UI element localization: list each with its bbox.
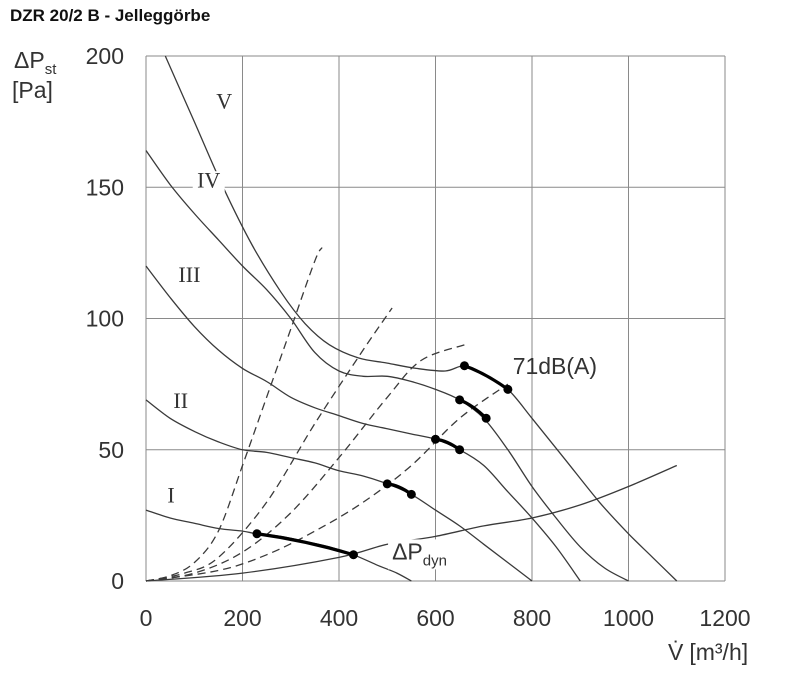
system-curve-dashed bbox=[145, 247, 323, 582]
x-tick-label: 0 bbox=[140, 605, 153, 631]
noise-point bbox=[481, 413, 491, 423]
noise-point bbox=[503, 384, 513, 394]
curve-label-ii: II bbox=[173, 388, 188, 413]
curve-label-v: V bbox=[216, 89, 232, 114]
label-background bbox=[192, 171, 225, 194]
system-curve-dashed bbox=[145, 307, 393, 582]
label-background bbox=[388, 539, 467, 570]
x-tick-label: 800 bbox=[513, 605, 551, 631]
label-background bbox=[173, 265, 206, 288]
ticks: 0 200 400 600 800 1000 1200 0 50 100 150 200 bbox=[86, 43, 751, 631]
page-title: DZR 20/2 B - Jelleggörbe bbox=[10, 6, 211, 25]
x-tick-label: 1000 bbox=[603, 605, 654, 631]
dynamic-pressure-label: ΔPdyn bbox=[392, 538, 447, 569]
curve-iii bbox=[145, 265, 581, 582]
y-tick-label: 150 bbox=[86, 174, 124, 200]
noise-label: 71dB(A) bbox=[513, 353, 597, 379]
markers bbox=[252, 361, 513, 560]
y-tick-label: 200 bbox=[86, 43, 124, 69]
noise-point bbox=[348, 550, 358, 560]
curve-i bbox=[145, 509, 412, 582]
noise-point bbox=[431, 434, 440, 444]
y-axis-label: ΔPst bbox=[14, 47, 57, 78]
noise-segment bbox=[256, 532, 354, 557]
x-tick-label: 200 bbox=[223, 605, 261, 631]
curve-iv bbox=[145, 150, 629, 582]
curve-label-iii: III bbox=[178, 262, 200, 287]
curve-label-i: I bbox=[167, 482, 174, 507]
noise-point bbox=[252, 529, 262, 539]
label-background bbox=[208, 92, 241, 115]
label-background bbox=[164, 391, 197, 414]
noise-point bbox=[406, 489, 416, 499]
x-axis-label: V̇ [m³/h] bbox=[668, 639, 748, 665]
y-axis-unit: [Pa] bbox=[12, 77, 53, 103]
noise-point bbox=[455, 395, 465, 405]
noise-point bbox=[455, 445, 465, 455]
label-background bbox=[155, 486, 188, 509]
grid bbox=[145, 55, 726, 582]
y-tick-label: 0 bbox=[111, 568, 124, 594]
curve-v bbox=[164, 55, 678, 582]
x-tick-label: 600 bbox=[416, 605, 454, 631]
noise-segment bbox=[463, 364, 509, 391]
noise-point bbox=[459, 361, 469, 371]
system-curve-dashed bbox=[145, 344, 465, 582]
y-tick-label: 50 bbox=[98, 437, 124, 463]
x-tick-label: 1200 bbox=[699, 605, 750, 631]
noise-point bbox=[382, 479, 392, 489]
system-curve-dashed bbox=[145, 383, 509, 582]
curve-label-iv: IV bbox=[197, 167, 220, 192]
y-tick-label: 100 bbox=[86, 306, 124, 332]
curve-ii bbox=[145, 399, 533, 582]
x-tick-label: 400 bbox=[320, 605, 358, 631]
curve-pdyn bbox=[145, 464, 678, 582]
